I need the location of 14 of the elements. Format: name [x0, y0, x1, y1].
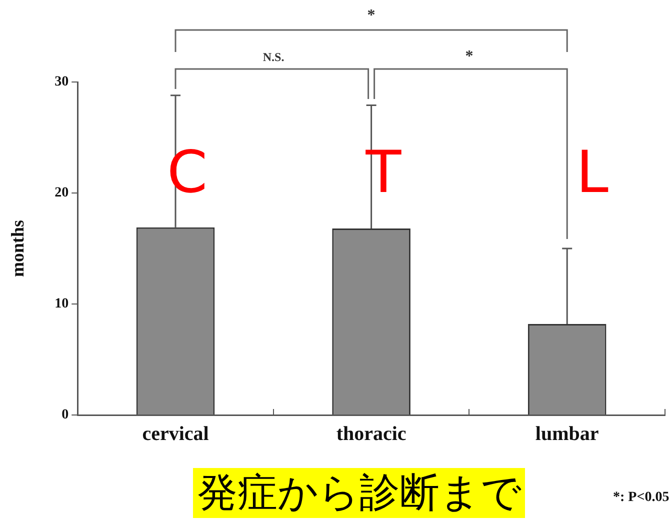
- text: 発症から診断まで: [193, 468, 526, 518]
- y-tick-label: 30: [54, 74, 69, 90]
- annotation: L: [576, 138, 608, 206]
- y-tick-label: 20: [54, 186, 69, 201]
- text: N.S.: [262, 50, 284, 64]
- x-tick-label: cervical: [142, 423, 210, 446]
- x-tick-label: thoracic: [336, 423, 406, 446]
- text: *: [465, 48, 474, 66]
- text: *: [367, 7, 376, 25]
- y-axis-title: months: [7, 220, 28, 278]
- y-tick-label: 0: [62, 408, 69, 423]
- x-tick-label: lumbar: [535, 423, 599, 446]
- text: *: P<0.05: [613, 490, 670, 506]
- y-tick-label: 10: [54, 296, 69, 312]
